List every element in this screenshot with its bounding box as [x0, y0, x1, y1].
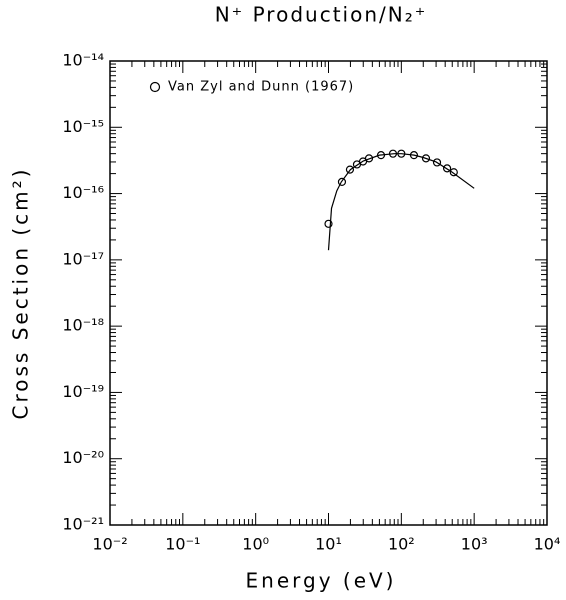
- y-tick-label: 10⁻¹⁸: [62, 316, 104, 335]
- curve: [327, 153, 475, 251]
- data-point: [324, 219, 333, 228]
- y-tick-label: 10⁻¹⁵: [62, 117, 104, 136]
- x-tick-label: 10⁴: [534, 535, 561, 554]
- x-tick-label: 10³: [461, 535, 488, 554]
- x-tick-label: 10¹: [315, 535, 342, 554]
- legend-marker: [149, 81, 161, 93]
- data-point: [421, 154, 431, 163]
- y-axis-label: Cross Section (cm²): [9, 167, 33, 420]
- data-point: [443, 164, 452, 173]
- plot-frame: [109, 60, 548, 526]
- x-tick-label: 10²: [388, 535, 415, 554]
- x-tick-label: 10⁻¹: [165, 535, 200, 554]
- y-tick-label: 10⁻²⁰: [62, 448, 104, 467]
- data-point: [364, 154, 374, 163]
- chart-title: N⁺ Production/N₂⁺: [215, 3, 428, 27]
- x-tick-label: 10⁻²: [92, 535, 127, 554]
- y-tick-label: 10⁻²¹: [62, 515, 104, 534]
- legend-label: Van Zyl and Dunn (1967): [168, 80, 354, 95]
- data-point: [432, 158, 442, 167]
- x-axis-label: Energy (eV): [246, 569, 397, 593]
- y-tick-label: 10⁻¹⁹: [62, 382, 104, 401]
- y-tick-label: 10⁻¹⁷: [62, 249, 104, 268]
- y-tick-label: 10⁻¹⁴: [62, 51, 104, 70]
- data-point: [345, 165, 355, 174]
- y-tick-label: 10⁻¹⁶: [62, 183, 104, 202]
- data-point: [337, 177, 347, 186]
- x-tick-label: 10⁰: [242, 535, 269, 554]
- data-point: [449, 168, 458, 177]
